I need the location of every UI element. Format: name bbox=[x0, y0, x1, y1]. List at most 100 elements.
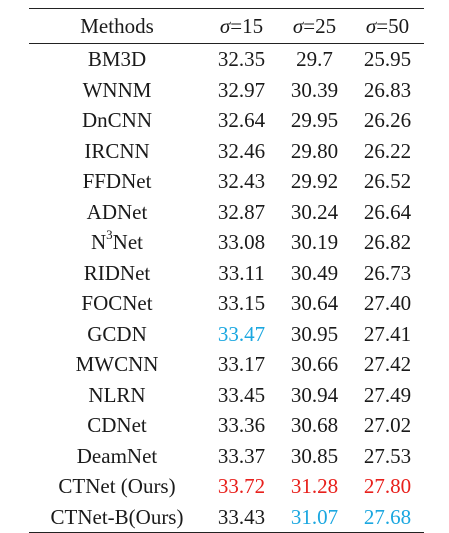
psnr-value: 33.37 bbox=[217, 443, 266, 468]
sigma-level: =25 bbox=[303, 14, 337, 38]
psnr-value: 27.68 bbox=[351, 501, 424, 533]
method-name: MWCNN bbox=[29, 349, 205, 380]
psnr-value: 26.73 bbox=[363, 260, 412, 285]
psnr-value: 33.47 bbox=[217, 321, 266, 346]
method-label: ADNet bbox=[86, 199, 148, 224]
method-name: N3Net bbox=[29, 227, 205, 258]
header-sigma-25: σ=25 bbox=[278, 8, 351, 44]
psnr-value: 29.95 bbox=[290, 108, 339, 132]
table-row: RIDNet 33.11 30.49 26.73 bbox=[29, 258, 424, 289]
psnr-value: 30.24 bbox=[290, 199, 339, 224]
psnr-value: 27.41 bbox=[363, 321, 412, 346]
method-name: IRCNN bbox=[29, 136, 205, 167]
header-sigma-15: σ=15 bbox=[205, 8, 278, 44]
method-name: DeamNet bbox=[29, 441, 205, 472]
results-table-container: Methods σ=15 σ=25 σ=50 BM3D 32.35 29.7 25.9… bbox=[29, 8, 424, 533]
psnr-value: 30.95 bbox=[290, 321, 339, 346]
psnr-value: 30.49 bbox=[290, 260, 339, 285]
psnr-value: 31.28 bbox=[290, 474, 339, 498]
table-row: CTNet (Ours) 33.72 31.28 27.80 bbox=[29, 471, 424, 502]
method-label: DeamNet bbox=[76, 443, 158, 468]
header-row: Methods σ=15 σ=25 σ=50 bbox=[29, 8, 424, 44]
method-name: NLRN bbox=[29, 380, 205, 411]
method-label: N bbox=[91, 230, 107, 254]
psnr-value: 30.68 bbox=[290, 413, 339, 437]
table-row: CTNet-B(Ours) 33.43 31.07 27.68 bbox=[29, 501, 424, 533]
psnr-value: 27.80 bbox=[363, 474, 412, 498]
psnr-value: 30.64 bbox=[290, 291, 339, 315]
method-name: CTNet (Ours) bbox=[29, 471, 205, 502]
psnr-value: 26.83 bbox=[363, 77, 412, 102]
method-superscript: 3 bbox=[106, 227, 113, 242]
table-row: FFDNet 32.43 29.92 26.52 bbox=[29, 166, 424, 197]
method-label: WNNM bbox=[82, 77, 152, 102]
psnr-value: 33.36 bbox=[217, 413, 266, 437]
method-label: IRCNN bbox=[84, 138, 150, 163]
table-row: MWCNN 33.17 30.66 27.42 bbox=[29, 349, 424, 380]
method-name: RIDNet bbox=[29, 258, 205, 289]
method-label: CTNet-B(Ours) bbox=[50, 504, 184, 529]
psnr-value: 30.19 bbox=[290, 230, 339, 254]
method-name: DnCNN bbox=[29, 105, 205, 136]
method-label: NLRN bbox=[88, 382, 146, 407]
method-name: FOCNet bbox=[29, 288, 205, 319]
method-label: FFDNet bbox=[82, 169, 152, 193]
method-name: WNNM bbox=[29, 75, 205, 106]
psnr-value: 32.87 bbox=[217, 199, 266, 224]
psnr-value: 26.52 bbox=[363, 169, 412, 193]
psnr-value: 33.43 bbox=[205, 501, 278, 533]
table-row: IRCNN 32.46 29.80 26.22 bbox=[29, 136, 424, 167]
table-row: WNNM 32.97 30.39 26.83 bbox=[29, 75, 424, 106]
psnr-value: 26.82 bbox=[363, 230, 412, 254]
table-header: Methods σ=15 σ=25 σ=50 bbox=[29, 8, 424, 44]
method-name: CDNet bbox=[29, 410, 205, 441]
psnr-value: 26.26 bbox=[363, 108, 412, 132]
table-row: ADNet 32.87 30.24 26.64 bbox=[29, 197, 424, 228]
psnr-value: 27.42 bbox=[363, 352, 412, 376]
method-name: CTNet-B(Ours) bbox=[29, 501, 205, 533]
method-name: ADNet bbox=[29, 197, 205, 228]
method-label: CDNet bbox=[87, 413, 147, 437]
table-body: BM3D 32.35 29.7 25.95 WNNM 32.97 30.39 26.83 DnC… bbox=[29, 44, 424, 533]
psnr-value: 29.80 bbox=[290, 138, 339, 163]
psnr-value: 33.15 bbox=[217, 291, 266, 315]
psnr-value: 32.46 bbox=[217, 138, 266, 163]
method-label: CTNet (Ours) bbox=[58, 474, 176, 498]
method-label: GCDN bbox=[87, 321, 147, 346]
psnr-value: 32.35 bbox=[217, 47, 266, 71]
psnr-value: 33.08 bbox=[217, 230, 266, 254]
psnr-value: 32.43 bbox=[217, 169, 266, 193]
table-row: DeamNet 33.37 30.85 27.53 bbox=[29, 441, 424, 472]
psnr-value: 27.49 bbox=[363, 382, 412, 407]
method-label-tail: Net bbox=[112, 230, 143, 254]
psnr-value: 31.07 bbox=[278, 501, 351, 533]
psnr-value: 33.17 bbox=[217, 352, 266, 376]
method-name: GCDN bbox=[29, 319, 205, 350]
method-name: FFDNet bbox=[29, 166, 205, 197]
psnr-value: 29.7 bbox=[296, 47, 333, 71]
method-name: BM3D bbox=[29, 44, 205, 75]
psnr-value: 33.72 bbox=[217, 474, 266, 498]
psnr-value: 30.94 bbox=[290, 382, 339, 407]
psnr-value: 30.66 bbox=[290, 352, 339, 376]
table-row: BM3D 32.35 29.7 25.95 bbox=[29, 44, 424, 75]
sigma-symbol: σ bbox=[365, 14, 377, 38]
psnr-value: 32.97 bbox=[217, 77, 266, 102]
method-label: RIDNet bbox=[83, 260, 151, 285]
psnr-value: 33.45 bbox=[217, 382, 266, 407]
table-row: CDNet 33.36 30.68 27.02 bbox=[29, 410, 424, 441]
method-label: MWCNN bbox=[75, 352, 159, 376]
table-row: FOCNet 33.15 30.64 27.40 bbox=[29, 288, 424, 319]
results-table: Methods σ=15 σ=25 σ=50 BM3D 32.35 29.7 25.9… bbox=[29, 8, 424, 533]
table-row: GCDN 33.47 30.95 27.41 bbox=[29, 319, 424, 350]
sigma-level: =15 bbox=[230, 14, 264, 38]
psnr-value: 30.85 bbox=[290, 443, 339, 468]
psnr-value: 30.39 bbox=[290, 77, 339, 102]
method-label: BM3D bbox=[87, 47, 147, 71]
table-row: DnCNN 32.64 29.95 26.26 bbox=[29, 105, 424, 136]
psnr-value: 25.95 bbox=[363, 47, 412, 71]
method-label: DnCNN bbox=[81, 108, 152, 132]
sigma-symbol: σ bbox=[219, 14, 231, 38]
psnr-value: 27.53 bbox=[363, 443, 412, 468]
psnr-value: 26.22 bbox=[363, 138, 412, 163]
